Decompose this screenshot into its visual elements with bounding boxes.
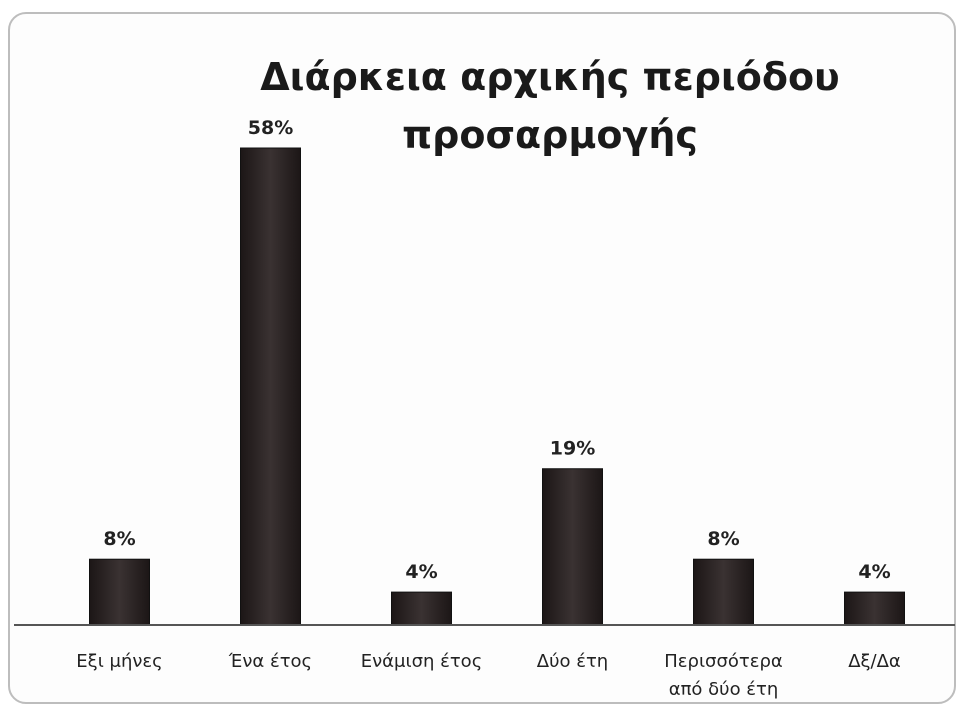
category-label: Δξ/Δα	[848, 651, 901, 672]
category-label: Δύο έτη	[537, 651, 608, 672]
bar	[240, 147, 301, 626]
value-label: 8%	[103, 528, 135, 550]
category-label: Εξι μήνες	[76, 651, 162, 672]
value-label: 4%	[405, 561, 437, 583]
category-label: Ενάμιση έτος	[361, 651, 483, 672]
value-labels-group: 8% 58% 4% 19% 8% 4%	[103, 117, 890, 583]
bar	[391, 591, 452, 626]
bar	[542, 468, 603, 626]
bar	[693, 558, 754, 626]
chart-title: Διάρκεια αρχικής περιόδου προσαρμογής	[260, 55, 840, 157]
bars-group	[89, 147, 905, 626]
category-label: Ένα έτος	[228, 651, 312, 672]
value-label: 58%	[248, 117, 293, 139]
bar	[89, 558, 150, 626]
value-label: 8%	[707, 528, 739, 550]
category-label: Περισσότερα από δύο έτη	[664, 651, 782, 700]
value-label: 4%	[858, 561, 890, 583]
value-label: 19%	[550, 438, 595, 460]
bar	[844, 591, 905, 626]
category-labels-group: Εξι μήνες Ένα έτος Ενάμιση έτος Δύο έτη Περι…	[76, 651, 901, 700]
chart-frame	[8, 12, 956, 704]
